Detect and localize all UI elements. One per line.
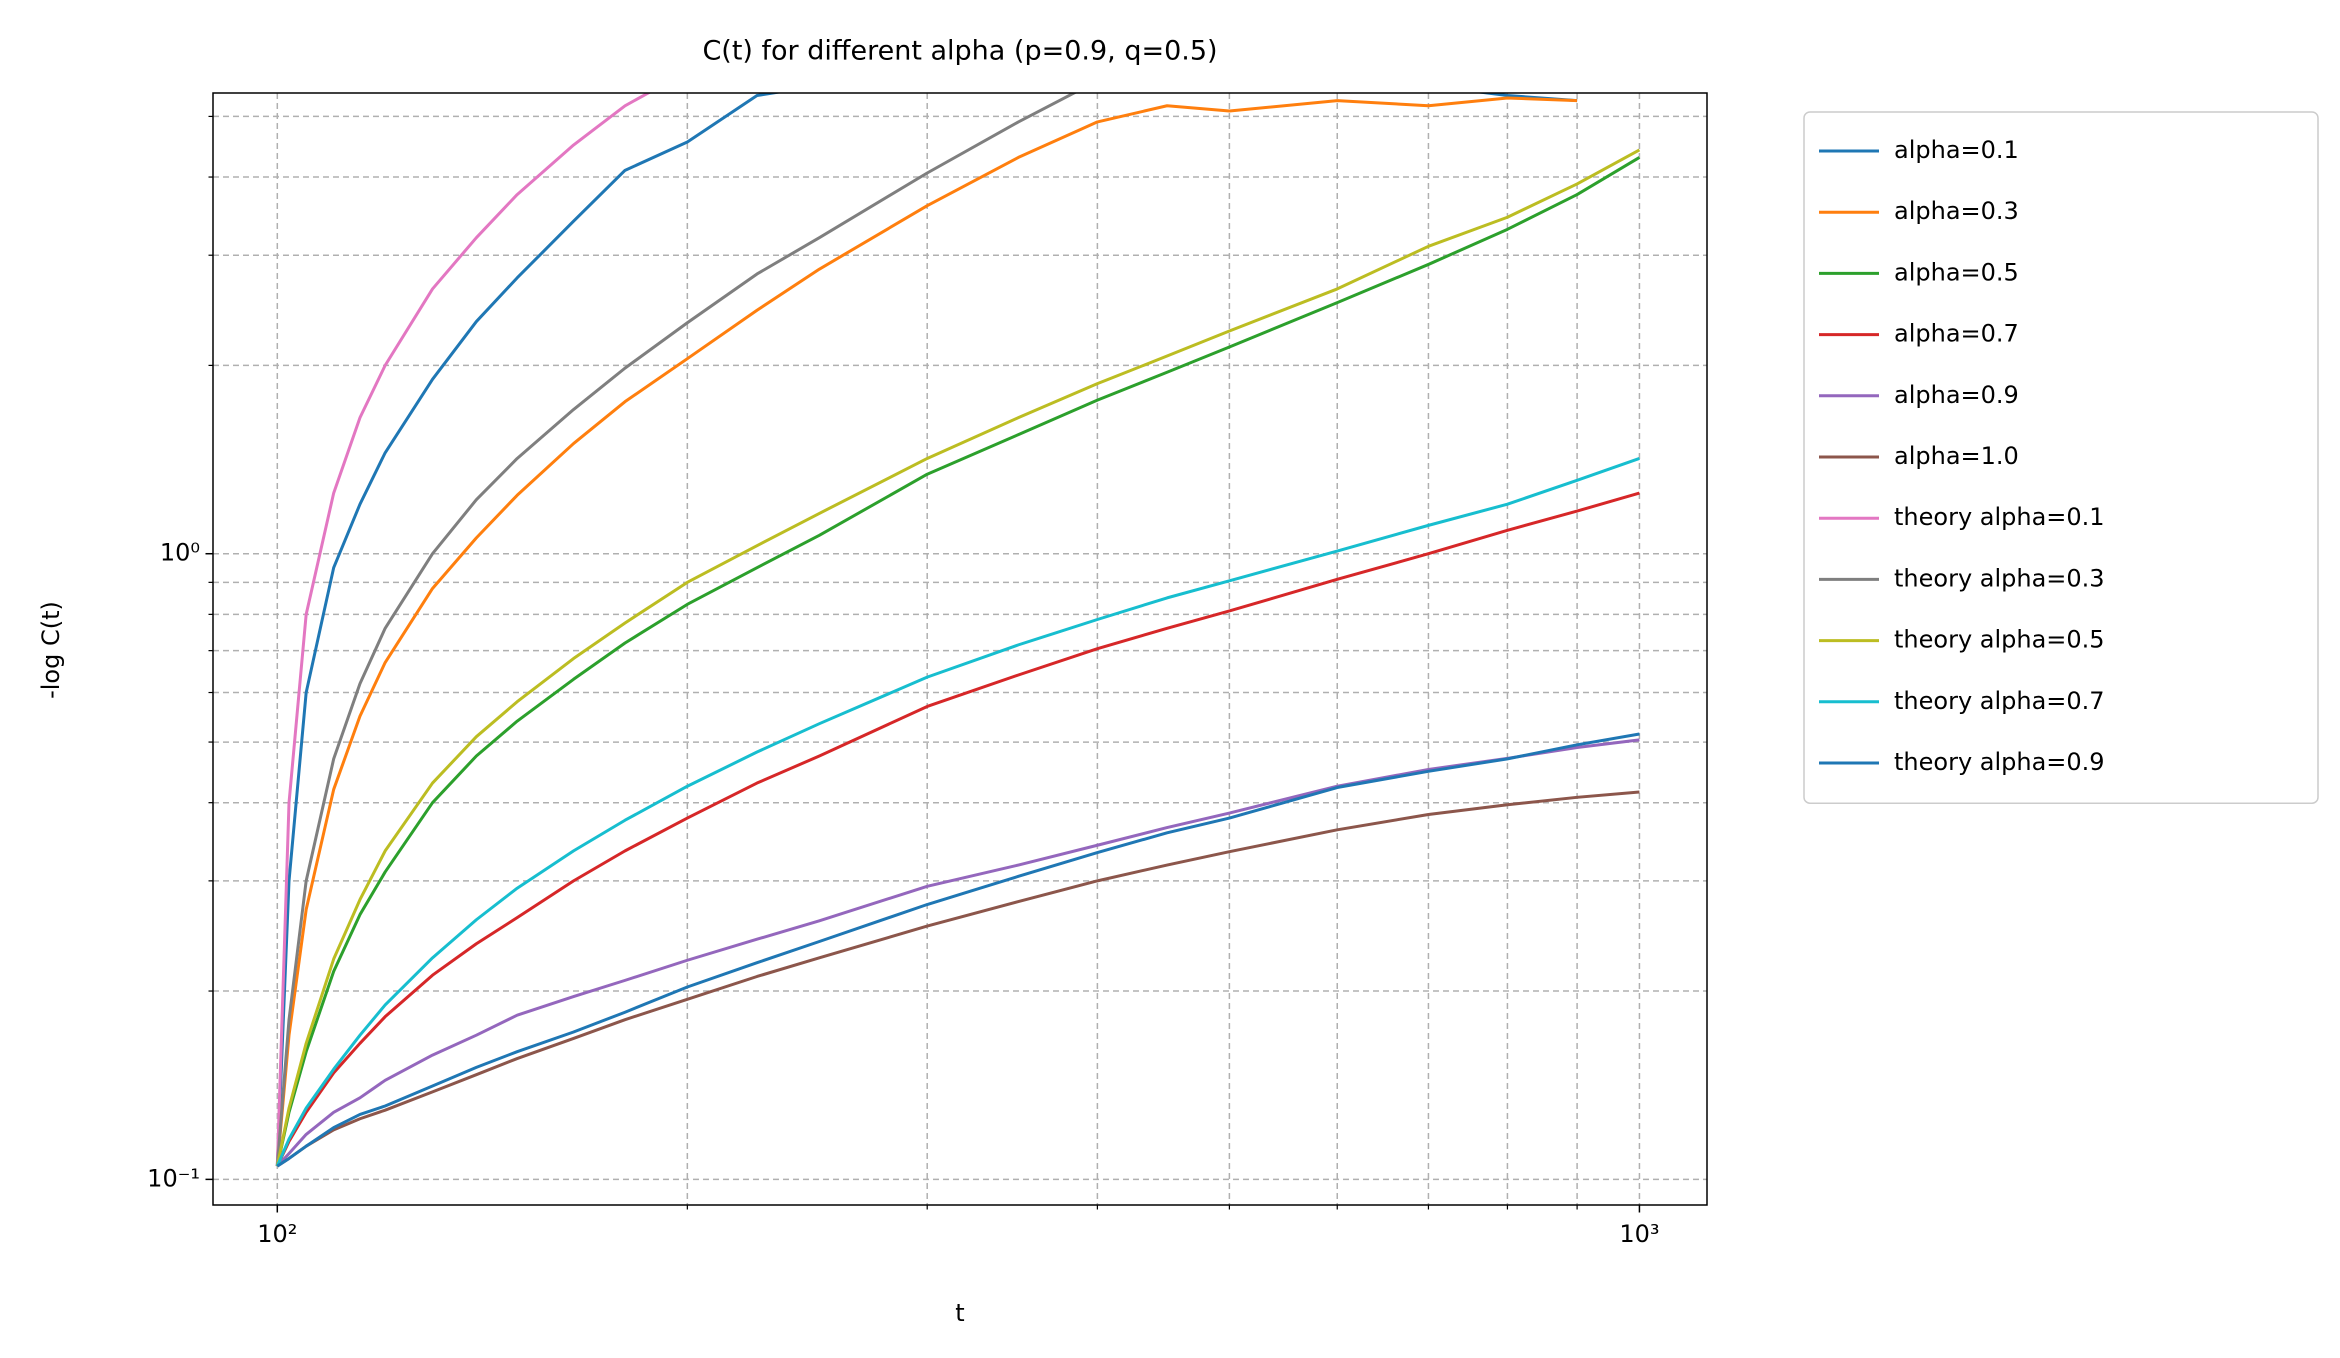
series-line [275, 93, 652, 1167]
legend-label: theory alpha=0.9 [1894, 748, 2105, 776]
legend-label: alpha=0.3 [1894, 197, 2019, 225]
y-tick-label: 10⁻¹ [147, 1164, 200, 1192]
series-line [275, 156, 1641, 1167]
series-line [275, 96, 1578, 1167]
x-axis-label: t [955, 1299, 964, 1327]
legend-box [1803, 111, 2319, 804]
legend-label: theory alpha=0.7 [1894, 687, 2105, 715]
plot-area [275, 93, 1641, 1168]
series-line [275, 93, 1578, 1167]
legend-label: theory alpha=0.3 [1894, 564, 2105, 592]
legend-label: alpha=0.1 [1894, 136, 2019, 164]
chart-title: C(t) for different alpha (p=0.9, q=0.5) [702, 36, 1217, 67]
legend-label: alpha=0.5 [1894, 258, 2019, 286]
series-line [276, 790, 1640, 1168]
x-tick-label: 10³ [1619, 1220, 1659, 1248]
legend-label: theory alpha=0.5 [1894, 626, 2105, 654]
series-line [275, 491, 1640, 1167]
y-axis-label: -log C(t) [37, 601, 65, 699]
axes-frame [212, 92, 1708, 1206]
legend-label: alpha=0.9 [1894, 381, 2019, 409]
legend: alpha=0.1 alpha=0.3 alpha=0.5 alpha=0.7 alph… [1803, 111, 2319, 804]
series-line [275, 93, 1078, 1167]
legend-label: alpha=1.0 [1894, 442, 2019, 470]
legend-label: theory alpha=0.1 [1894, 503, 2105, 531]
grid [213, 93, 1707, 1205]
ticks: 10² 10³ 10⁻¹ 10⁰ [147, 115, 1660, 1248]
series-line [275, 457, 1640, 1167]
y-tick-label: 10⁰ [160, 539, 200, 567]
legend-label: alpha=0.7 [1894, 320, 2019, 348]
series-line [276, 732, 1640, 1168]
x-tick-label: 10² [257, 1220, 297, 1248]
series-line [275, 148, 1641, 1167]
